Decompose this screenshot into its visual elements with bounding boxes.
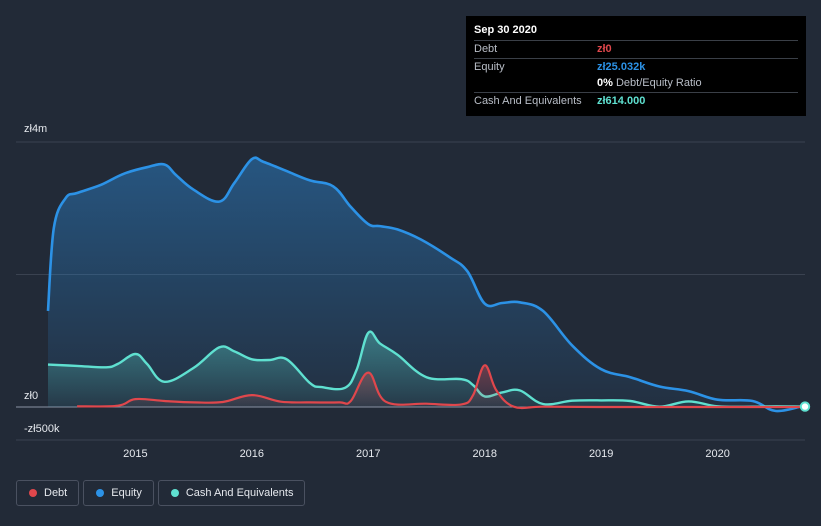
- legend-cash-button[interactable]: Cash And Equivalents: [157, 480, 306, 506]
- axis-labels: 2015 2016 2017 2018 2019 2020 zł4m zł0 -zł500k: [24, 123, 730, 460]
- ratio-value: 0%: [597, 77, 613, 90]
- debt-area: [77, 365, 806, 408]
- legend: Debt Equity Cash And Equivalents: [16, 480, 306, 506]
- y-tick-2: -zł500k: [24, 423, 60, 435]
- debt-dot-icon: [29, 489, 37, 497]
- tooltip-row-debt: Debt zł0: [474, 40, 798, 58]
- legend-equity-label: Equity: [111, 487, 142, 499]
- tooltip-value-equity: zł25.032k: [597, 60, 646, 73]
- tooltip-key-equity: Equity: [474, 60, 505, 73]
- equity-line: [46, 156, 806, 413]
- tooltip-row-cash: Cash And Equivalents zł614.000: [474, 91, 798, 110]
- x-tick-2015: 2015: [123, 448, 147, 460]
- legend-debt-label: Debt: [44, 487, 68, 499]
- equity-dot-icon: [96, 489, 105, 497]
- equity-area: [48, 157, 805, 412]
- ratio-suffix: Debt/Equity Ratio: [615, 77, 702, 90]
- x-tick-2018: 2018: [472, 448, 496, 460]
- tooltip-value-debt: zł0: [597, 43, 612, 56]
- legend-equity-button[interactable]: Equity: [83, 480, 154, 506]
- tooltip-key-debt: Debt: [474, 43, 498, 56]
- tooltip-row-equity: Equity zł25.032k: [474, 57, 798, 76]
- x-tick-2016: 2016: [240, 448, 264, 460]
- cash-area: [48, 331, 805, 407]
- cash-end-point: [799, 401, 811, 412]
- x-tick-2017: 2017: [356, 448, 380, 460]
- tooltip-value-cash: zł614.000: [597, 94, 646, 107]
- tooltip-date: Sep 30 2020: [474, 24, 537, 36]
- tooltip-value-ratio: 0% Debt/Equity Ratio: [597, 77, 702, 89]
- legend-cash-label: Cash And Equivalents: [185, 487, 294, 499]
- y-tick-1: zł0: [24, 390, 38, 402]
- data-tooltip: Sep 30 2020 Debt zł0 Equity zł25.032k 0%…: [466, 16, 806, 116]
- debt-line: [77, 364, 805, 410]
- legend-debt-button[interactable]: Debt: [16, 480, 80, 506]
- tooltip-row-ratio: 0% Debt/Equity Ratio: [474, 75, 798, 92]
- tooltip-key-cash: Cash And Equivalents: [474, 94, 582, 107]
- y-tick-0: zł4m: [24, 123, 47, 135]
- x-tick-2019: 2019: [589, 448, 613, 460]
- cash-dot-icon: [170, 489, 179, 497]
- series-layer: [46, 156, 811, 413]
- cash-line: [47, 330, 806, 409]
- x-tick-2020: 2020: [705, 448, 729, 460]
